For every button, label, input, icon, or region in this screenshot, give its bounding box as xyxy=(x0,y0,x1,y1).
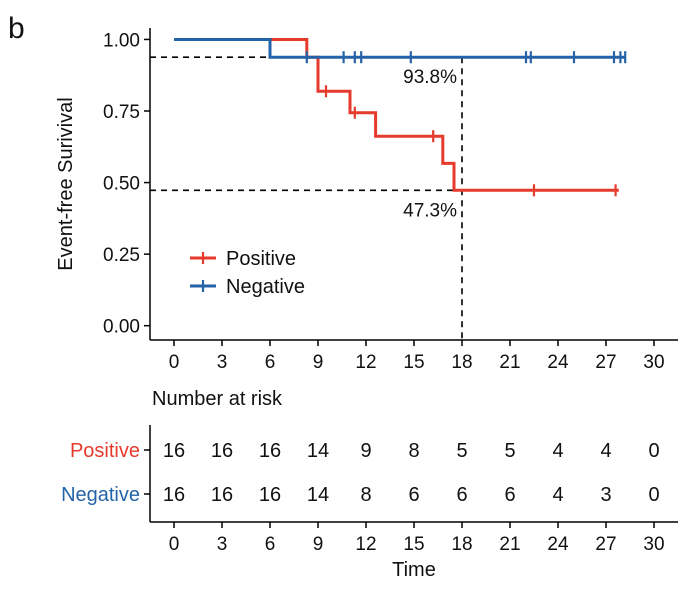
legend-label: Negative xyxy=(226,276,305,298)
risk-count: 6 xyxy=(456,484,467,506)
risk-x-tick-label: 12 xyxy=(355,534,376,555)
y-axis-title: Event-free Surivival xyxy=(55,97,77,270)
x-axis-title: Time xyxy=(392,559,436,581)
risk-count: 9 xyxy=(360,440,371,462)
risk-row-label: Negative xyxy=(61,484,140,506)
series-line-positive xyxy=(174,37,619,192)
x-tick-label: 12 xyxy=(355,352,376,373)
x-tick-label: 3 xyxy=(217,352,228,373)
series-line-negative xyxy=(174,37,626,59)
risk-count: 16 xyxy=(163,484,185,506)
risk-count: 4 xyxy=(600,440,611,462)
x-tick-label: 0 xyxy=(169,352,180,373)
x-tick-label: 30 xyxy=(643,352,664,373)
x-tick-label: 18 xyxy=(451,352,472,373)
risk-count: 16 xyxy=(163,440,185,462)
y-tick-label: 0.75 xyxy=(103,102,140,123)
reference-label: 93.8% xyxy=(403,67,457,88)
y-tick-label: 1.00 xyxy=(103,30,140,51)
x-tick-label: 15 xyxy=(403,352,424,373)
risk-x-tick-label: 15 xyxy=(403,534,424,555)
risk-count: 14 xyxy=(307,484,329,506)
risk-count: 4 xyxy=(552,440,563,462)
risk-count: 16 xyxy=(211,484,233,506)
y-tick-label: 0.50 xyxy=(103,174,140,195)
risk-count: 0 xyxy=(648,484,659,506)
risk-x-tick-label: 0 xyxy=(169,534,180,555)
risk-x-tick-label: 24 xyxy=(547,534,569,555)
risk-count: 0 xyxy=(648,440,659,462)
risk-table-title: Number at risk xyxy=(152,388,283,410)
risk-x-tick-label: 18 xyxy=(451,534,472,555)
y-tick-label: 0.25 xyxy=(103,245,140,266)
risk-count: 16 xyxy=(259,484,281,506)
risk-count: 5 xyxy=(504,440,515,462)
km-plot: 0.00 0.25 0.50 0.75 1.00 0 3 6 9 12 15 18 21 24 27 30 Ev… xyxy=(55,28,678,373)
x-tick-label: 24 xyxy=(547,352,569,373)
risk-count: 6 xyxy=(408,484,419,506)
risk-count: 8 xyxy=(360,484,371,506)
panel-label: b xyxy=(8,12,25,45)
risk-count: 6 xyxy=(504,484,515,506)
risk-table: Number at risk Positive 16 16 16 14 9 8 5 5 4 4 0 Neg… xyxy=(61,388,678,581)
risk-count: 4 xyxy=(552,484,563,506)
risk-x-tick-label: 9 xyxy=(313,534,324,555)
risk-row-label: Positive xyxy=(70,440,140,462)
x-tick-label: 6 xyxy=(265,352,276,373)
reference-label: 47.3% xyxy=(403,200,457,221)
x-tick-label: 27 xyxy=(595,352,616,373)
risk-count: 5 xyxy=(456,440,467,462)
risk-x-tick-label: 30 xyxy=(643,534,664,555)
risk-count: 16 xyxy=(211,440,233,462)
risk-x-tick-label: 27 xyxy=(595,534,616,555)
x-tick-label: 21 xyxy=(499,352,520,373)
risk-count: 8 xyxy=(408,440,419,462)
risk-x-tick-label: 3 xyxy=(217,534,228,555)
risk-count: 3 xyxy=(600,484,611,506)
risk-count: 14 xyxy=(307,440,329,462)
risk-x-tick-label: 21 xyxy=(499,534,520,555)
y-tick-label: 0.00 xyxy=(103,317,140,338)
risk-count: 16 xyxy=(259,440,281,462)
x-tick-label: 9 xyxy=(313,352,324,373)
risk-x-tick-label: 6 xyxy=(265,534,276,555)
legend-label: Positive xyxy=(226,248,296,270)
